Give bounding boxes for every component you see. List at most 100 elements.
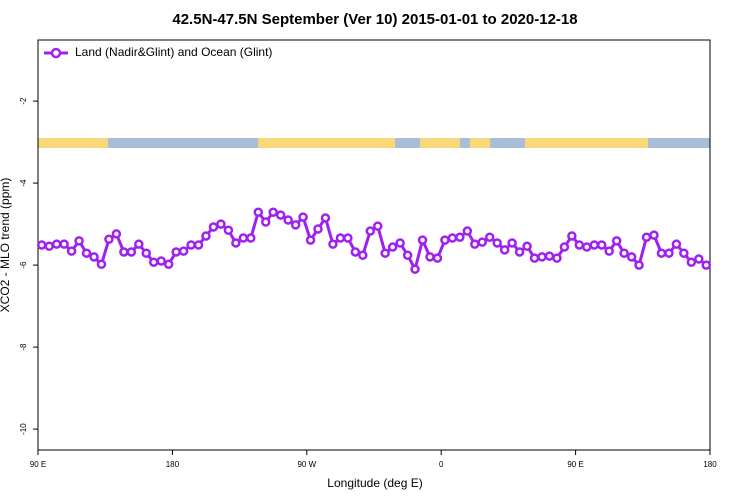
point xyxy=(119,247,129,257)
point xyxy=(559,242,570,252)
point xyxy=(313,224,323,234)
point xyxy=(380,248,390,258)
legend-label: Land (Nadir&Glint) and Ocean (Glint) xyxy=(75,45,272,59)
point xyxy=(694,254,704,264)
point xyxy=(574,240,585,250)
point xyxy=(589,240,600,250)
point xyxy=(216,219,226,229)
point xyxy=(358,250,368,260)
x-tick-label: 90 E xyxy=(567,460,583,469)
point xyxy=(402,250,413,260)
point xyxy=(350,247,361,257)
point xyxy=(335,233,346,243)
point xyxy=(89,252,99,262)
point xyxy=(552,253,562,263)
point xyxy=(425,252,435,262)
point xyxy=(96,259,107,270)
point xyxy=(320,213,331,223)
point xyxy=(290,220,301,230)
point xyxy=(470,239,480,249)
point xyxy=(74,236,84,246)
point xyxy=(499,245,510,255)
point xyxy=(514,247,525,257)
point xyxy=(611,236,622,246)
point xyxy=(201,231,211,241)
land-ocean-strip xyxy=(38,138,710,148)
point xyxy=(36,240,47,250)
point xyxy=(343,233,353,243)
point xyxy=(440,235,450,245)
y-tick-label: -8 xyxy=(19,343,28,351)
point xyxy=(238,233,249,243)
point xyxy=(447,233,458,243)
point xyxy=(641,232,652,242)
point xyxy=(51,239,62,249)
y-tick-label: -4 xyxy=(19,179,28,187)
point xyxy=(582,242,592,252)
point xyxy=(283,215,293,225)
point xyxy=(537,252,547,262)
x-tick-label: 180 xyxy=(703,460,717,469)
point xyxy=(126,247,137,257)
point xyxy=(432,253,443,263)
point xyxy=(567,231,577,241)
point xyxy=(664,248,674,258)
point xyxy=(522,241,532,251)
point xyxy=(104,234,114,245)
y-tick-label: -2 xyxy=(19,97,28,105)
point xyxy=(81,248,92,258)
point xyxy=(260,217,271,227)
point xyxy=(387,242,398,252)
point xyxy=(268,207,278,217)
point xyxy=(634,260,644,270)
point xyxy=(544,251,555,261)
point xyxy=(679,248,689,258)
x-tick-label: 0 xyxy=(439,460,444,469)
point xyxy=(529,253,540,263)
y-axis-label: XCO2 - MLO trend (ppm) xyxy=(0,178,12,313)
point xyxy=(455,232,465,242)
point xyxy=(462,226,473,236)
point xyxy=(477,237,488,247)
x-axis-label: Longitude (deg E) xyxy=(327,476,422,490)
y-tick-label: -6 xyxy=(19,261,28,269)
point xyxy=(395,238,405,248)
point xyxy=(619,248,629,258)
point xyxy=(134,239,144,249)
point xyxy=(148,257,159,267)
x-tick-label: 90 E xyxy=(30,460,46,469)
point xyxy=(171,247,181,257)
point xyxy=(701,260,712,270)
point xyxy=(484,232,495,242)
point xyxy=(410,264,420,274)
point xyxy=(193,240,204,250)
point xyxy=(253,207,264,217)
point xyxy=(275,210,286,220)
point xyxy=(141,248,152,258)
point xyxy=(298,212,308,222)
point xyxy=(492,238,502,248)
point xyxy=(231,238,241,248)
point xyxy=(246,233,256,243)
point xyxy=(59,239,69,249)
point xyxy=(671,239,682,249)
point xyxy=(305,235,316,245)
point xyxy=(686,257,697,267)
chart-title: 42.5N-47.5N September (Ver 10) 2015-01-0… xyxy=(172,11,577,28)
point xyxy=(417,235,428,245)
point xyxy=(111,229,122,239)
point xyxy=(66,246,77,256)
y-tick-label: -10 xyxy=(19,423,28,435)
point xyxy=(596,240,607,250)
point xyxy=(372,221,383,231)
point xyxy=(626,252,637,262)
point xyxy=(365,226,376,236)
x-tick-label: 90 W xyxy=(297,460,316,469)
point xyxy=(156,256,166,266)
point xyxy=(328,239,338,249)
point xyxy=(208,222,219,232)
point xyxy=(186,240,196,250)
point xyxy=(656,248,667,258)
legend-marker xyxy=(50,47,62,59)
